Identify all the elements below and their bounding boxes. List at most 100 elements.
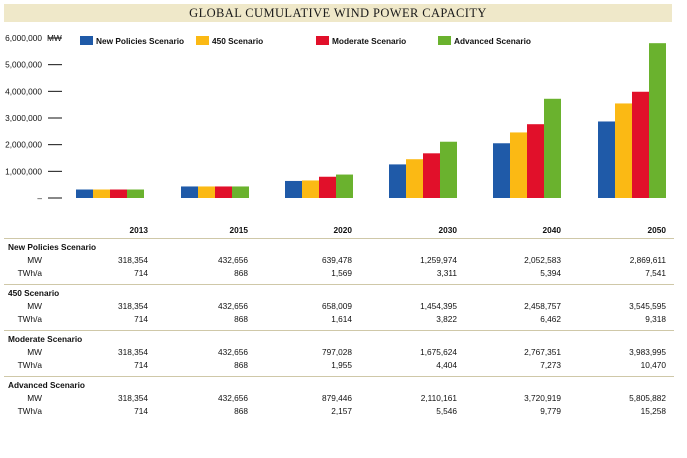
y-tick-label: 3,000,000	[5, 113, 42, 123]
table-row: TWh/a 714 868 1,955 4,404 7,273 10,470	[0, 359, 687, 371]
table-row-label: MW	[27, 301, 42, 311]
table-cell: 2,157	[331, 406, 352, 416]
table-section-title: Advanced Scenario	[8, 380, 86, 390]
table-cell: 1,259,974	[420, 255, 457, 265]
table-cell: 432,656	[218, 347, 248, 357]
table-cell: 318,354	[118, 347, 148, 357]
bar	[76, 189, 93, 198]
table-year-header: 2030	[438, 225, 457, 235]
section-divider	[4, 330, 674, 331]
data-table: 2013 2015 2020 2030 2040 2050 New Policies Sce…	[0, 224, 687, 417]
table-cell: 5,546	[436, 406, 457, 416]
table-row: TWh/a 714 868 1,614 3,822 6,462 9,318	[0, 313, 687, 325]
bar	[302, 180, 319, 198]
table-section-title: 450 Scenario	[8, 288, 60, 298]
bar	[615, 103, 632, 198]
table-cell: 1,614	[331, 314, 352, 324]
table-cell: 714	[134, 406, 148, 416]
bar	[493, 143, 510, 198]
table-header-row: 2013 2015 2020 2030 2040 2050	[0, 224, 687, 236]
table-cell: 868	[234, 406, 248, 416]
table-year-header: 2020	[333, 225, 352, 235]
table-cell: 2,869,611	[629, 255, 666, 265]
table-row-label: TWh/a	[17, 314, 42, 324]
table-cell: 2,052,583	[524, 255, 561, 265]
bar	[215, 186, 232, 198]
bar	[110, 189, 127, 198]
table-cell: 868	[234, 268, 248, 278]
table-cell: 318,354	[118, 255, 148, 265]
table-cell: 797,028	[322, 347, 352, 357]
table-section-title-row: Moderate Scenario	[0, 333, 687, 345]
table-cell: 3,720,919	[524, 393, 561, 403]
table-cell: 714	[134, 314, 148, 324]
table-row: TWh/a 714 868 2,157 5,546 9,779 15,258	[0, 405, 687, 417]
bar	[598, 121, 615, 198]
table-year-header: 2040	[542, 225, 561, 235]
bar	[389, 164, 406, 198]
bar	[93, 189, 110, 198]
y-tick-label: 1,000,000	[5, 166, 42, 176]
table-cell: 714	[134, 268, 148, 278]
table-cell: 7,273	[540, 360, 561, 370]
table-section-title-row: 450 Scenario	[0, 287, 687, 299]
table-cell: 2,110,161	[420, 393, 457, 403]
table-cell: 7,541	[645, 268, 666, 278]
table-row-label: MW	[27, 393, 42, 403]
table-cell: 658,009	[322, 301, 352, 311]
table-cell: 5,394	[540, 268, 561, 278]
table-year-header: 2013	[129, 225, 148, 235]
y-unit-label: MW	[47, 33, 62, 43]
table-cell: 1,675,624	[420, 347, 457, 357]
table-cell: 1,454,395	[420, 301, 457, 311]
legend-label: 450 Scenario	[212, 36, 263, 46]
y-tick-label: 4,000,000	[5, 86, 42, 96]
section-divider	[4, 284, 674, 285]
legend-label: New Policies Scenario	[96, 36, 184, 46]
bar	[198, 186, 215, 198]
table-cell: 9,779	[540, 406, 561, 416]
table-year-header: 2050	[647, 225, 666, 235]
table-cell: 15,258	[640, 406, 666, 416]
legend-label: Advanced Scenario	[454, 36, 531, 46]
table-cell: 318,354	[118, 301, 148, 311]
table-cell: 3,311	[436, 268, 457, 278]
table-cell: 432,656	[218, 301, 248, 311]
y-tick-label: 5,000,000	[5, 60, 42, 70]
chart-title-bar: GLOBAL CUMULATIVE WIND POWER CAPACITY	[4, 4, 672, 22]
table-cell: 3,822	[436, 314, 457, 324]
bar	[232, 186, 249, 198]
y-tick-label: 2,000,000	[5, 140, 42, 150]
bar	[127, 189, 144, 198]
section-divider	[4, 376, 674, 377]
table-section-title-row: Advanced Scenario	[0, 379, 687, 391]
table-cell: 868	[234, 360, 248, 370]
bar-chart: – 1,000,000 2,000,000 3,000,000 4,000,000 5,0…	[5, 33, 666, 203]
table-row-label: TWh/a	[17, 268, 42, 278]
table-cell: 639,478	[322, 255, 352, 265]
table-section-title-row: New Policies Scenario	[0, 241, 687, 253]
bar	[319, 176, 336, 198]
section-divider	[4, 238, 674, 239]
bar	[440, 141, 457, 198]
table-cell: 10,470	[640, 360, 666, 370]
table-cell: 432,656	[218, 255, 248, 265]
bar	[510, 132, 527, 198]
chart-title: GLOBAL CUMULATIVE WIND POWER CAPACITY	[189, 5, 487, 20]
table-cell: 6,462	[540, 314, 561, 324]
table-section-title: Moderate Scenario	[8, 334, 83, 344]
y-tick-label: –	[37, 193, 42, 203]
table-cell: 1,955	[331, 360, 352, 370]
legend-swatch	[316, 36, 329, 45]
table-row: MW 318,354 432,656 639,478 1,259,974 2,052,58…	[0, 254, 687, 266]
y-tick-label: 6,000,000	[5, 33, 42, 43]
bar	[285, 180, 302, 198]
legend-swatch	[80, 36, 93, 45]
table-cell: 868	[234, 314, 248, 324]
legend-label: Moderate Scenario	[332, 36, 406, 46]
table-cell: 879,446	[322, 393, 352, 403]
bar	[527, 124, 544, 198]
table-row: MW 318,354 432,656 879,446 2,110,161 3,720,91…	[0, 392, 687, 404]
table-row-label: MW	[27, 255, 42, 265]
table-cell: 4,404	[436, 360, 457, 370]
